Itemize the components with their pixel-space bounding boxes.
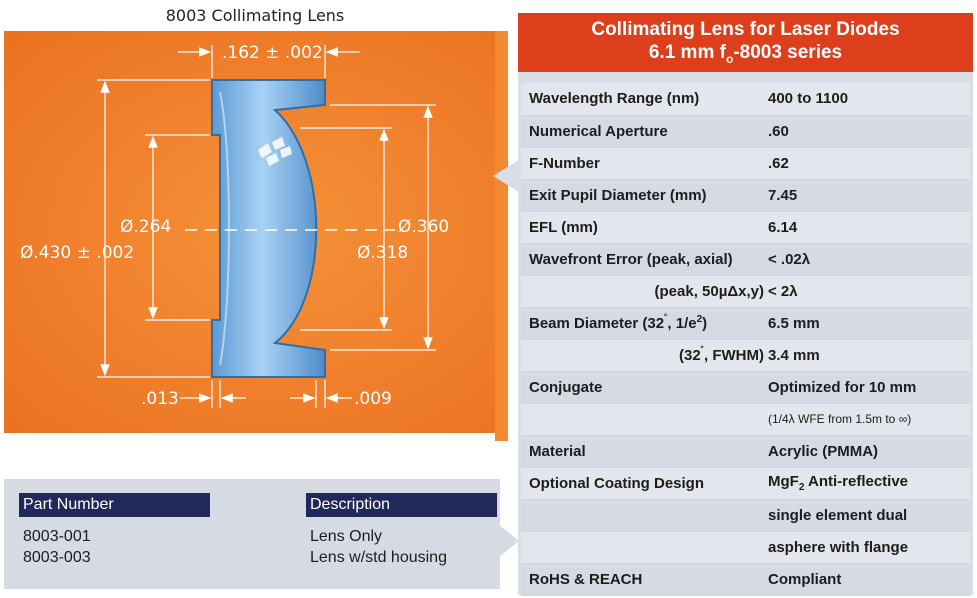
spec-value: < 2λ [768, 275, 970, 308]
spec-label: Conjugate [521, 371, 768, 404]
spec-label: (peak, 50µΔx,y) [521, 275, 768, 308]
spec-note: (1/4λ WFE from 1.5m to ∞) [768, 403, 970, 436]
spec-label-empty [521, 403, 768, 436]
dim-left-offset: .013 [141, 389, 179, 409]
spec-value: 400 to 1100 [768, 83, 970, 116]
spec-label-empty [521, 531, 768, 564]
spec-label-empty [521, 499, 768, 532]
spec-value: < .02λ [768, 243, 970, 276]
spec-value: .60 [768, 115, 970, 148]
parts-notch [499, 525, 519, 557]
spec-label: EFL (mm) [521, 211, 768, 244]
spec-row-coating-3: asphere with flange [521, 531, 970, 564]
part-number-2: 8003-003 [23, 549, 91, 566]
lens-highlight [258, 137, 292, 166]
spec-value: 6.14 [768, 211, 970, 244]
spec-value: Acrylic (PMMA) [768, 435, 970, 468]
spec-value: single element dual [768, 499, 970, 532]
part-number-header: Part Number [19, 493, 210, 517]
spec-label: RoHS & REACH [521, 563, 768, 596]
dim-inner-diameter: Ø.264 [120, 217, 171, 237]
dim-right-offset: .009 [354, 389, 392, 409]
spec-value: 6.5 mm [768, 307, 970, 340]
spec-label: Numerical Aperture [521, 115, 768, 148]
spec-label: Wavelength Range (nm) [521, 83, 768, 116]
spec-row-conjugate-note: (1/4λ WFE from 1.5m to ∞) [521, 403, 970, 436]
lens-inner-surface [219, 91, 230, 366]
dim-flange-inner-diameter: Ø.318 [357, 243, 408, 263]
description-2: Lens w/std housing [310, 549, 447, 566]
spec-value: 3.4 mm [768, 339, 970, 372]
spec-value: .62 [768, 147, 970, 180]
spec-label: (32˚, FWHM) [521, 339, 768, 372]
spec-value: asphere with flange [768, 531, 970, 564]
part-number-1: 8003-001 [23, 528, 91, 545]
spec-row-rohs: RoHS & REACH Compliant [521, 563, 970, 596]
description-header: Description [306, 493, 497, 517]
spec-label: Beam Diameter (32˚, 1/e2) [521, 307, 768, 340]
spec-label: Material [521, 435, 768, 468]
spec-label: Optional Coating Design [521, 467, 768, 500]
spec-row-fnumber: F-Number .62 [521, 147, 970, 180]
spec-row-efl: EFL (mm) 6.14 [521, 211, 970, 244]
spec-value: 7.45 [768, 179, 970, 212]
spec-row-na: Numerical Aperture .60 [521, 115, 970, 148]
spec-row-wavefront-offaxis: (peak, 50µΔx,y) < 2λ [521, 275, 970, 308]
spec-header: Collimating Lens for Laser Diodes 6.1 mm… [518, 13, 973, 72]
spec-label: Wavefront Error (peak, axial) [521, 243, 768, 276]
diagram-title: 8003 Collimating Lens [165, 6, 345, 25]
spec-label: Exit Pupil Diameter (mm) [521, 179, 768, 212]
spec-table: Wavelength Range (nm) 400 to 1100 Numeri… [521, 83, 970, 596]
dim-aspheric-diameter: Ø.360 [398, 217, 449, 237]
spec-row-coating-2: single element dual [521, 499, 970, 532]
spec-value: Optimized for 10 mm [768, 371, 970, 404]
dim-outer-diameter: Ø.430 ± .002 [20, 243, 134, 263]
spec-value: MgF2 Anti-reflective [768, 467, 970, 500]
spec-header-subtitle: 6.1 mm fo-8003 series [648, 42, 843, 66]
spec-row-coating: Optional Coating Design MgF2 Anti-reflec… [521, 467, 970, 500]
spec-row-material: Material Acrylic (PMMA) [521, 435, 970, 468]
spec-row-beam-diameter: Beam Diameter (32˚, 1/e2) 6.5 mm [521, 307, 970, 340]
spec-row-wavelength: Wavelength Range (nm) 400 to 1100 [521, 83, 970, 116]
spec-row-conjugate: Conjugate Optimized for 10 mm [521, 371, 970, 404]
spec-row-wavefront: Wavefront Error (peak, axial) < .02λ [521, 243, 970, 276]
spec-row-beam-fwhm: (32˚, FWHM) 3.4 mm [521, 339, 970, 372]
spec-value: Compliant [768, 563, 970, 596]
lens-diagram: .162 ± .002 Ø.264 Ø.430 ± .002 Ø.360 Ø.3… [20, 43, 449, 409]
spec-label: F-Number [521, 147, 768, 180]
spec-row-exit-pupil: Exit Pupil Diameter (mm) 7.45 [521, 179, 970, 212]
diagram-tab [495, 31, 508, 441]
spec-header-title: Collimating Lens for Laser Diodes [591, 19, 900, 40]
spec-notch [493, 160, 519, 192]
dim-thickness: .162 ± .002 [222, 43, 323, 63]
lens-shape [211, 79, 326, 378]
description-1: Lens Only [310, 528, 383, 545]
